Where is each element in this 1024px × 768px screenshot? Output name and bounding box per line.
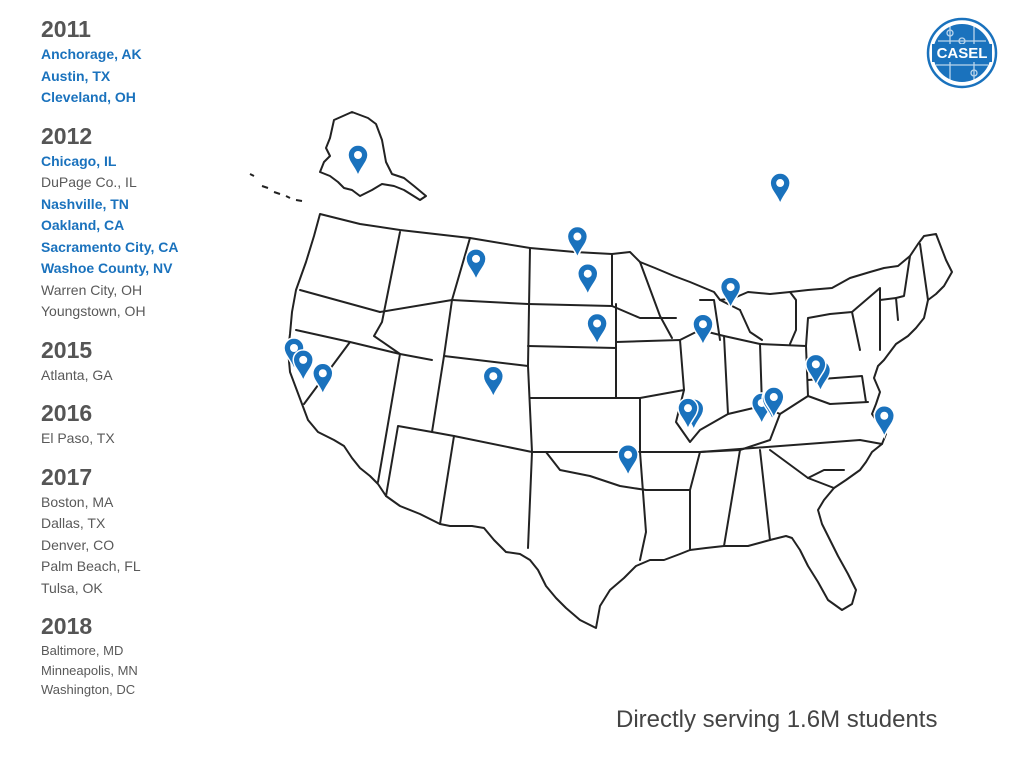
map-pin [692, 313, 714, 348]
map-pin [805, 353, 827, 388]
city-item: Youngstown, OH [41, 303, 146, 319]
city-item: Denver, CO [41, 536, 115, 553]
city-item: Oakland, CA [41, 217, 125, 233]
city-list-2017: Boston, MA Dallas, TX Denver, CO Palm Be… [41, 492, 241, 600]
city-list-2011: Anchorage, AK Austin, TX Cleveland, OH [41, 44, 241, 109]
casel-logo: CASEL [926, 17, 998, 89]
map-pin [347, 144, 369, 179]
city-item: Tulsa, OK [41, 579, 103, 596]
year-label-2016: 2016 [41, 400, 93, 426]
city-item: Warren City, OH [41, 281, 143, 298]
city-item: Nashville, TN [41, 195, 129, 212]
map-pin-dot [776, 179, 785, 188]
year-label-2015: 2015 [41, 336, 93, 363]
map-pin [769, 172, 791, 207]
year-group-2012: 2012 Chicago, IL DuPage Co., IL Nashvill… [41, 121, 241, 323]
state-borders [295, 231, 929, 561]
logo-band [932, 44, 992, 62]
city-list-2018: Baltimore, MD Minneapolis, MN Washington… [41, 641, 241, 700]
map-pin-dot [683, 404, 692, 413]
city-item: El Paso, TX [41, 430, 115, 446]
map-pin [763, 386, 785, 421]
city-item: Palm Beach, FL [41, 558, 141, 574]
city-list-2015: Atlanta, GA [41, 365, 241, 387]
year-group-2016: 2016 El Paso, TX [41, 398, 241, 450]
map-pin-dot [489, 372, 498, 381]
city-item: Sacramento City, CA [41, 238, 179, 255]
map-pin-dot [811, 360, 820, 369]
city-list-2016: El Paso, TX [41, 428, 241, 450]
alaska-outline [249, 111, 427, 202]
map-pin-dot [299, 355, 308, 364]
map-pin-dot [624, 450, 633, 459]
city-item: DuPage Co., IL [41, 174, 137, 190]
map-pin [617, 443, 639, 479]
contiguous-us-outline [287, 213, 953, 629]
map-pin-dot [593, 319, 602, 328]
city-item: Cleveland, OH [41, 89, 136, 105]
pin-layer [283, 144, 896, 479]
city-list-2012: Chicago, IL DuPage Co., IL Nashville, TN… [41, 151, 241, 323]
map-pin-dot [354, 151, 362, 159]
city-item: Atlanta, GA [41, 366, 113, 383]
map-pin [312, 362, 334, 397]
map-pin [873, 405, 896, 440]
year-label-2011: 2011 [41, 16, 91, 42]
city-item: Baltimore, MD [41, 643, 124, 658]
city-item: Chicago, IL [41, 152, 117, 169]
year-group-2017: 2017 Boston, MA Dallas, TX Denver, CO Pa… [41, 462, 241, 600]
city-item: Dallas, TX [41, 515, 106, 531]
year-group-2015: 2015 Atlanta, GA [41, 335, 241, 387]
year-list: 2011 Anchorage, AK Austin, TX Cleveland,… [41, 14, 241, 712]
map-pin-dot [583, 269, 592, 278]
map-pin [586, 312, 608, 347]
map-pin [465, 248, 487, 283]
map-pin [677, 397, 699, 432]
year-group-2018: 2018 Baltimore, MD Minneapolis, MN Washi… [41, 611, 241, 700]
map-pin [719, 276, 742, 311]
map-pin-dot [880, 411, 889, 420]
map-pin-dot [318, 369, 327, 378]
map-pin-dot [290, 344, 298, 352]
year-label-2017: 2017 [41, 463, 93, 490]
map-pin-dot [769, 393, 778, 402]
map-pin-dot [573, 232, 582, 241]
map-pin [566, 225, 589, 260]
city-item: Washington, DC [41, 682, 136, 697]
year-group-2011: 2011 Anchorage, AK Austin, TX Cleveland,… [41, 14, 241, 109]
city-item: Anchorage, AK [41, 46, 142, 62]
city-item: Washoe County, NV [41, 260, 173, 276]
city-item: Boston, MA [41, 493, 114, 510]
year-label-2018: 2018 [41, 613, 93, 639]
map-pin [577, 262, 599, 298]
map-pin [482, 365, 505, 400]
map-pin-dot [472, 254, 481, 263]
map-pin-dot [726, 283, 735, 292]
city-item: Austin, TX [41, 67, 111, 84]
footer-caption: Directly serving 1.6M students [616, 706, 938, 733]
year-label-2012: 2012 [41, 122, 93, 149]
logo-text: CASEL [937, 45, 988, 62]
map-pin-dot [698, 320, 707, 329]
map-pin [292, 349, 314, 384]
city-item: Minneapolis, MN [41, 662, 138, 678]
